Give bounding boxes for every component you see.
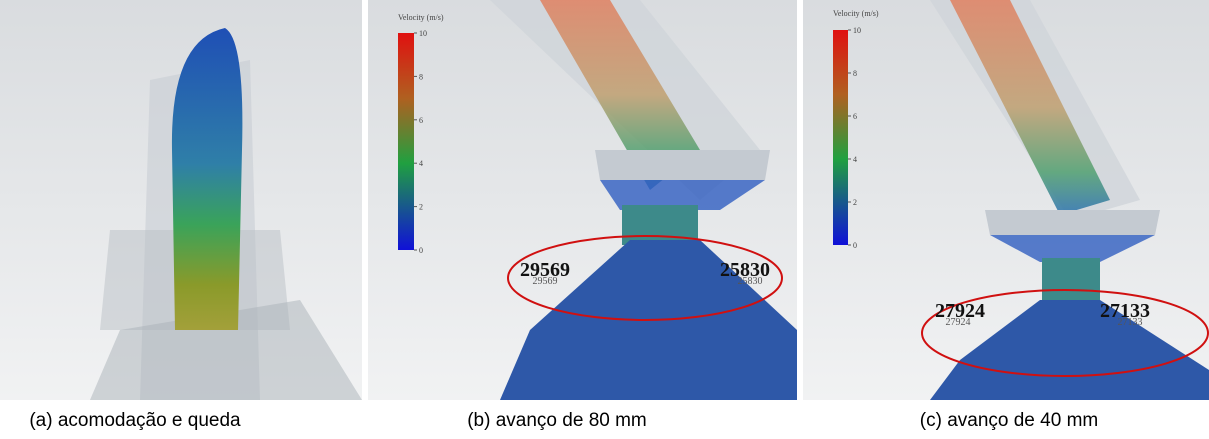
colorbar	[398, 33, 414, 250]
caption: (b) avanço de 80 mm	[467, 410, 647, 431]
colorbar-tick-label: 0	[419, 246, 423, 255]
colorbar-title: Velocity (m/s)	[398, 13, 444, 22]
particle-column	[172, 28, 242, 330]
colorbar-tick-label: 4	[853, 155, 857, 164]
figure: (a) acomodação e queda Velocity (m/s) 10…	[0, 0, 1209, 439]
hopper	[985, 210, 1160, 235]
panel-a: (a) acomodação e queda	[0, 0, 362, 431]
colorbar-tick-label: 10	[853, 26, 861, 35]
neck	[1042, 258, 1100, 303]
colorbar-tick-label: 6	[419, 116, 423, 125]
colorbar-tick-label: 2	[853, 198, 857, 207]
colorbar	[833, 30, 848, 245]
colorbar-tick-label: 8	[853, 69, 857, 78]
colorbar-title: Velocity (m/s)	[833, 9, 879, 18]
colorbar-tick-label: 8	[419, 72, 423, 81]
colorbar-tick-label: 2	[419, 203, 423, 212]
neck	[622, 205, 698, 245]
count-label-shadow: 27133	[1118, 317, 1143, 328]
count-label-shadow: 27924	[946, 317, 971, 328]
colorbar-tick-label: 0	[853, 241, 857, 250]
count-label-shadow: 25830	[738, 276, 763, 287]
hopper	[595, 150, 770, 180]
caption: (a) acomodação e queda	[29, 410, 241, 431]
colorbar-tick-label: 6	[853, 112, 857, 121]
colorbar-tick-label: 4	[419, 159, 423, 168]
caption: (c) avanço de 40 mm	[920, 410, 1098, 431]
colorbar-tick-label: 10	[419, 29, 427, 38]
count-label-shadow: 29569	[533, 276, 558, 287]
